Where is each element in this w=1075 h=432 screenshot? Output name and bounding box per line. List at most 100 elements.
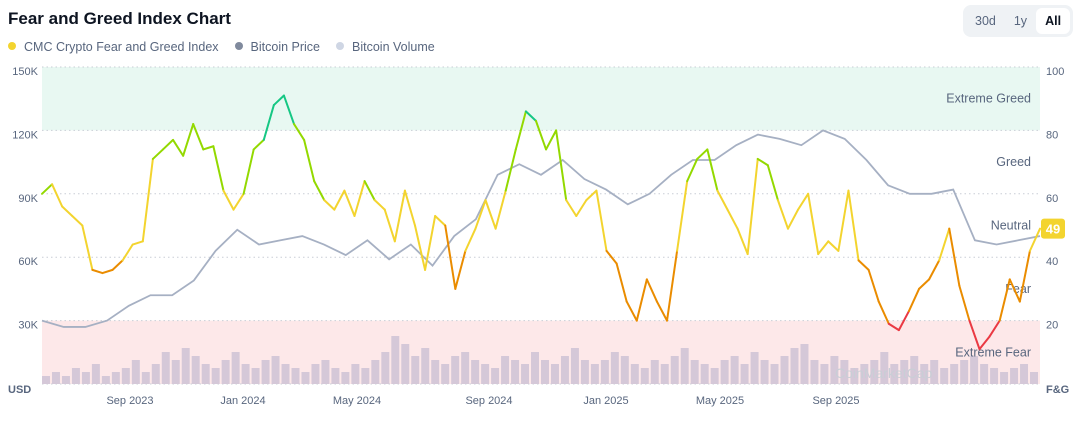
zone-label: Neutral [991, 219, 1031, 233]
fear-greed-segment [676, 180, 689, 252]
fear-greed-segment [706, 148, 719, 192]
volume-bar [600, 360, 609, 384]
volume-bar [211, 368, 220, 384]
fear-greed-segment [786, 208, 800, 230]
fear-greed-segment [454, 249, 467, 290]
fear-greed-segment [121, 243, 134, 262]
volume-bar [580, 360, 589, 384]
fear-greed-segment [262, 104, 275, 141]
fear-greed-segment [172, 138, 185, 157]
volume-bar [161, 352, 170, 384]
fear-greed-segment [877, 300, 890, 325]
volume-bar [690, 360, 699, 384]
volume-bar [840, 360, 849, 384]
volume-bar [920, 364, 929, 384]
left-axis-tick: 90K [18, 193, 38, 205]
fear-greed-segment [403, 189, 416, 227]
fear-greed-segment [615, 262, 628, 303]
fear-greed-segment [323, 199, 336, 211]
volume-bar [860, 364, 869, 384]
volume-bar [760, 360, 769, 384]
volume-bar [700, 364, 709, 384]
legend-dot-icon [234, 42, 243, 50]
fear-greed-segment [293, 123, 306, 141]
range-30d-button[interactable]: 30d [975, 14, 996, 28]
watermark: CoinMarketCap [835, 365, 932, 381]
volume-bar [121, 368, 130, 384]
volume-bar [750, 352, 759, 384]
fear-greed-segment [343, 189, 356, 217]
fear-greed-segment [766, 164, 779, 202]
chart-title: Fear and Greed Index Chart [8, 9, 231, 28]
fear-greed-segment [524, 110, 537, 122]
fear-greed-segment [756, 157, 769, 167]
fear-greed-segment [948, 227, 961, 287]
volume-bar [560, 356, 569, 384]
legend-item-volume[interactable]: Bitcoin Volume [336, 40, 435, 54]
legend: CMC Crypto Fear and Greed Index Bitcoin … [8, 40, 435, 54]
fear-greed-segment [1028, 227, 1041, 252]
volume-bar [541, 360, 549, 384]
fear-greed-segment [424, 214, 437, 271]
fear-greed-segment [232, 192, 245, 211]
range-1y-button[interactable]: 1y [1013, 14, 1028, 28]
volume-bar [461, 352, 470, 384]
fear-greed-segment [252, 138, 265, 151]
volume-bar [1030, 372, 1039, 384]
volume-bar [91, 364, 100, 384]
fear-greed-segment [988, 319, 1001, 338]
volume-bar [131, 360, 140, 384]
fear-greed-segment [192, 123, 205, 151]
volume-bar [930, 360, 939, 384]
fear-greed-segment [212, 145, 225, 192]
legend-item-fear-greed[interactable]: CMC Crypto Fear and Greed Index [8, 40, 219, 54]
fear-greed-segment [303, 138, 316, 183]
legend-item-price[interactable]: Bitcoin Price [234, 40, 320, 54]
fear-greed-segment [202, 145, 215, 151]
volume-bar [42, 376, 50, 384]
current-value-badge [1041, 218, 1065, 239]
fear-greed-segment [222, 189, 235, 211]
volume-bar [151, 364, 160, 384]
volume-bar [640, 368, 649, 384]
fear-greed-segment [595, 189, 608, 252]
volume-bar [531, 352, 540, 384]
volume-bar [511, 360, 520, 384]
fear-greed-segment [101, 268, 114, 275]
volume-bar [850, 368, 859, 384]
fear-greed-segment [161, 138, 175, 151]
volume-bar [451, 356, 460, 384]
volume-bar [950, 364, 959, 384]
fear-greed-segment [504, 148, 517, 192]
fear-greed-segment [938, 227, 951, 262]
volume-bar [301, 372, 310, 384]
volume-bar [281, 364, 290, 384]
volume-bar [491, 368, 500, 384]
volume-bar [870, 360, 879, 384]
fear-greed-segment [141, 157, 154, 243]
volume-bar [910, 356, 919, 384]
fear-greed-segment [696, 148, 709, 160]
fear-greed-segment [81, 224, 94, 271]
volume-bar [291, 368, 300, 384]
fear-greed-segment [131, 240, 144, 246]
volume-bar [501, 356, 510, 384]
extreme-greed-zone [42, 67, 1040, 131]
fear-greed-segment [434, 214, 447, 227]
volume-bar [311, 364, 320, 384]
fear-greed-segment [746, 157, 759, 256]
fear-greed-segment [817, 240, 830, 256]
fear-greed-segment [605, 249, 618, 265]
fear-greed-segment [393, 189, 406, 243]
volume-bar [401, 344, 410, 384]
fear-greed-segment [51, 183, 64, 208]
fear-greed-segment [776, 199, 789, 230]
fear-greed-segment [655, 300, 669, 322]
left-axis-tick: 60K [18, 256, 38, 268]
fear-greed-segment [716, 189, 729, 211]
range-all-button[interactable]: All [1036, 8, 1071, 34]
volume-bar [650, 360, 659, 384]
fear-greed-segment [333, 189, 346, 211]
fear-greed-segment [41, 183, 54, 195]
